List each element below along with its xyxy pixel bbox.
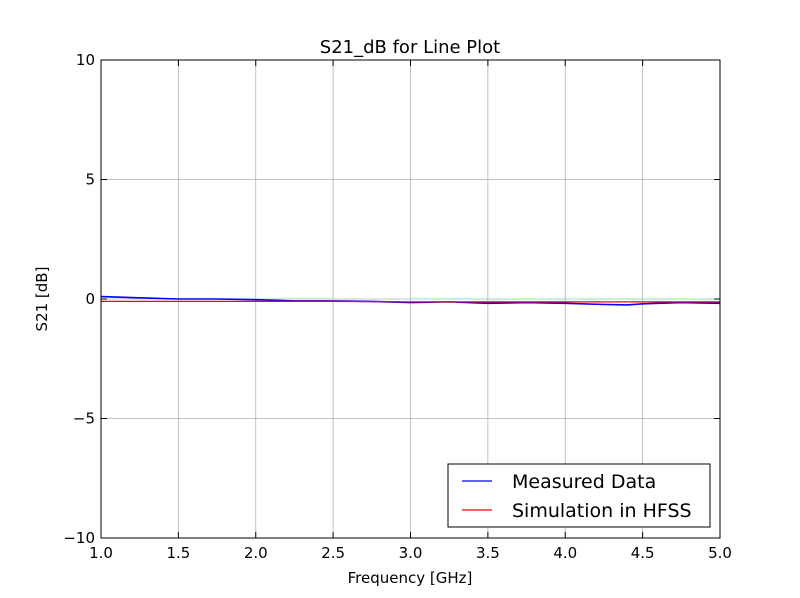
x-tick-label: 3.0 [399,544,423,562]
y-tick-label: 5 [85,171,95,189]
legend: Measured Data Simulation in HFSS [447,463,711,528]
x-tick-label: 3.5 [476,544,500,562]
x-tick-label: 4.0 [553,544,577,562]
x-axis-label: Frequency [GHz] [348,569,473,587]
x-tick-label: 1.5 [166,544,190,562]
legend-label-simulation: Simulation in HFSS [512,500,692,522]
x-tick-label: 2.5 [321,544,345,562]
x-tick-label: 1.0 [89,544,113,562]
legend-box [447,463,711,528]
y-tick-label: −10 [63,529,95,547]
ticks: 1.0 1.5 2.0 2.5 3.0 3.5 4.0 4.5 5.0 −10 −5 0 5 10 [63,51,732,562]
y-axis-label: S21 [dB] [33,267,51,332]
x-tick-label: 5.0 [708,544,732,562]
legend-label-measured: Measured Data [512,471,656,493]
x-tick-label: 2.0 [244,544,268,562]
chart-title: S21_dB for Line Plot [320,37,500,58]
y-tick-label: 0 [85,290,95,308]
y-tick-label: −5 [73,410,95,428]
x-tick-label: 4.5 [631,544,655,562]
y-tick-label: 10 [76,51,95,69]
series-group [100,295,721,306]
